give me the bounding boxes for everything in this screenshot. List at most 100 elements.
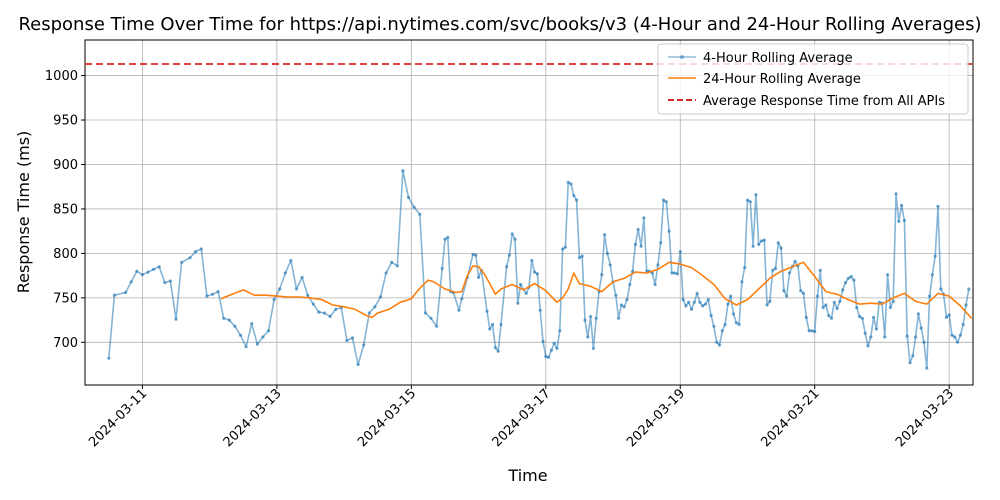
data-point-4-hour (418, 212, 422, 216)
data-point-4-hour (827, 314, 831, 318)
data-point-4-hour (731, 312, 736, 316)
y-axis-title: Response Time (ms) (14, 131, 33, 294)
data-point-4-hour (575, 198, 579, 202)
data-point-4-hour (477, 275, 481, 279)
data-point-4-hour (625, 298, 629, 302)
data-point-4-hour (869, 335, 873, 339)
data-point-4-hour (294, 287, 299, 291)
data-point-4-hour (244, 345, 248, 349)
data-point-4-hour (852, 278, 856, 282)
data-point-4-hour (435, 324, 439, 328)
data-point-4-hour (838, 299, 842, 303)
data-point-4-hour (765, 303, 769, 307)
data-point-4-hour (544, 354, 548, 359)
data-point-4-hour (493, 346, 497, 350)
data-point-4-hour (519, 282, 523, 287)
data-point-4-hour (757, 242, 761, 247)
data-point-4-hour (715, 340, 719, 344)
data-point-4-hour (855, 306, 859, 310)
data-point-4-hour (771, 268, 775, 272)
data-point-4-hour (603, 233, 607, 237)
data-point-4-hour (773, 266, 778, 271)
data-point-4-hour (782, 289, 786, 293)
data-point-4-hour (350, 336, 355, 340)
data-point-4-hour (849, 274, 853, 279)
x-axis-title: Time (507, 466, 547, 485)
data-point-4-hour (457, 308, 461, 312)
series-line-4-hour-rolling-average (108, 169, 970, 369)
data-point-4-hour (488, 327, 492, 331)
data-point-4-hour (163, 281, 167, 285)
y-tick-label: 900 (53, 158, 78, 173)
data-point-4-hour (793, 259, 797, 263)
data-point-4-hour (740, 280, 744, 284)
data-point-4-hour (600, 273, 604, 277)
data-point-4-hour (390, 260, 394, 264)
data-point-4-hour (255, 342, 259, 346)
data-point-4-hour (902, 218, 907, 223)
data-point-4-hour (608, 263, 612, 267)
data-point-4-hour (754, 193, 758, 197)
data-point-4-hour (401, 169, 405, 173)
data-point-4-hour (563, 245, 568, 249)
x-tick-label: 2024-03-23 (893, 386, 957, 450)
data-point-4-hour (485, 309, 489, 313)
data-point-4-hour (664, 200, 668, 204)
data-point-4-hour (863, 331, 867, 335)
data-point-4-hour (306, 293, 310, 297)
series-line-24-hour-rolling-average (220, 261, 973, 319)
data-point-4-hour (841, 288, 845, 292)
x-tick-label: 2024-03-13 (221, 386, 285, 450)
data-point-4-hour (653, 282, 657, 287)
data-point-4-hour (953, 335, 957, 339)
data-point-4-hour (283, 271, 287, 275)
data-point-4-hour (787, 271, 792, 275)
data-point-4-hour (474, 253, 478, 257)
data-point-4-hour (356, 362, 360, 367)
data-point-4-hour (547, 355, 551, 359)
data-point-4-hour (216, 290, 220, 294)
data-point-4-hour (883, 335, 887, 339)
data-point-4-hour (779, 246, 783, 250)
data-point-4-hour (499, 322, 503, 327)
data-point-4-hour (378, 295, 383, 299)
data-point-4-hour (894, 192, 898, 196)
data-point-4-hour (174, 317, 178, 321)
data-point-4-hour (857, 314, 862, 319)
data-point-4-hour (743, 266, 747, 270)
data-point-4-hour (367, 311, 371, 315)
data-point-4-hour (135, 269, 139, 273)
data-point-4-hour (429, 316, 433, 320)
data-point-4-hour (227, 318, 231, 322)
data-point-4-hour (678, 250, 682, 254)
data-point-4-hour (491, 322, 495, 327)
data-point-4-hour (936, 204, 940, 208)
data-point-4-hour (681, 298, 685, 302)
data-point-4-hour (891, 299, 895, 303)
data-point-4-hour (712, 324, 716, 328)
data-point-4-hour (558, 329, 562, 333)
data-point-4-hour (516, 301, 520, 305)
data-point-4-hour (687, 300, 691, 304)
data-point-4-hour (799, 289, 803, 293)
data-point-4-hour (872, 315, 876, 319)
data-point-4-hour (180, 260, 184, 264)
data-point-4-hour (423, 311, 427, 315)
data-point-4-hour (222, 316, 226, 320)
data-point-4-hour (617, 316, 621, 320)
data-point-4-hour (406, 195, 411, 199)
data-point-4-hour (530, 258, 534, 263)
data-point-4-hour (412, 205, 416, 209)
data-point-4-hour (619, 303, 624, 307)
data-point-4-hour (843, 281, 848, 285)
data-point-4-hour (675, 272, 680, 276)
data-point-4-hour (566, 180, 570, 184)
data-point-4-hour (768, 299, 772, 303)
y-tick-label: 1000 (45, 69, 78, 84)
data-point-4-hour (939, 287, 943, 291)
data-point-4-hour (289, 258, 293, 263)
data-point-4-hour (807, 329, 811, 333)
data-point-4-hour (815, 294, 820, 298)
data-point-4-hour (129, 280, 133, 284)
data-point-4-hour (345, 338, 349, 343)
